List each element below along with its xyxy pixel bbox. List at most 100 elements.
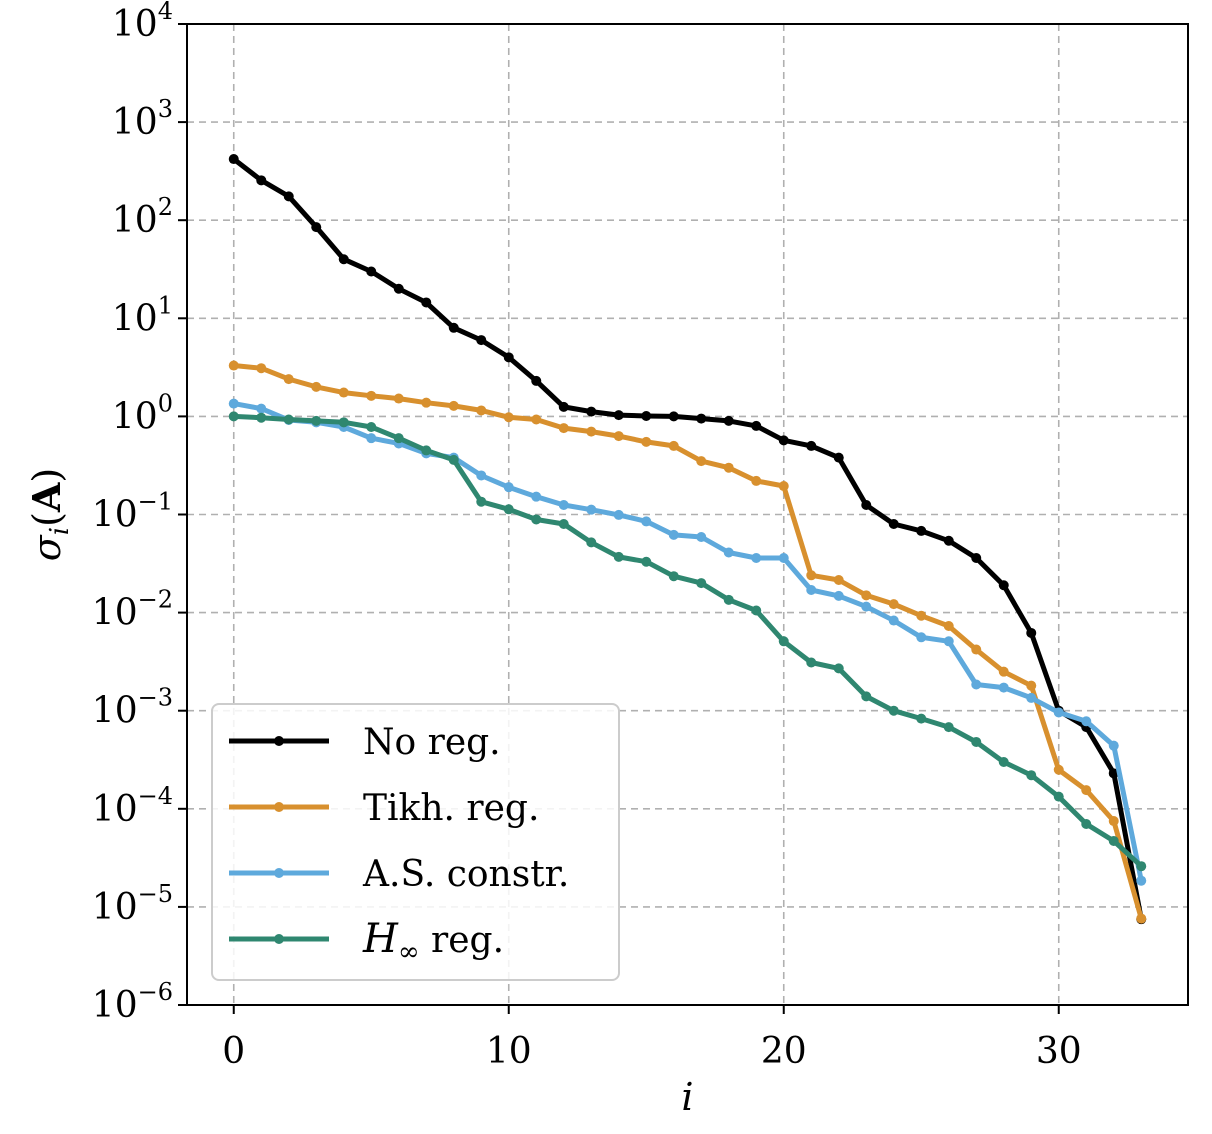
legend-label: A.S. constr. <box>362 854 569 895</box>
data-point <box>916 713 927 724</box>
data-point <box>641 516 652 527</box>
data-point <box>1081 716 1092 727</box>
data-point <box>888 615 899 626</box>
data-point <box>366 390 377 401</box>
data-point <box>696 531 707 542</box>
data-point <box>778 636 789 647</box>
data-point <box>1108 740 1119 751</box>
data-point <box>283 414 294 425</box>
data-point <box>393 393 404 404</box>
data-point <box>448 400 459 411</box>
series-line <box>233 413 1143 869</box>
data-point <box>861 499 872 510</box>
data-point <box>641 556 652 567</box>
y-tick-label: 10−2 <box>92 586 173 634</box>
y-tick-label: 101 <box>112 291 173 339</box>
data-point <box>421 445 432 456</box>
data-point <box>998 666 1009 677</box>
data-point <box>613 551 624 562</box>
data-point <box>696 413 707 424</box>
data-point <box>668 529 679 540</box>
data-point <box>531 375 542 386</box>
data-point <box>1081 818 1092 829</box>
legend-label: No reg. <box>363 722 501 763</box>
legend-label: H∞ reg. <box>362 916 504 967</box>
data-point <box>641 436 652 447</box>
data-point <box>1026 692 1037 703</box>
series-lines <box>228 154 1147 925</box>
y-tick-label: 102 <box>112 193 173 241</box>
data-point <box>558 499 569 510</box>
data-point <box>751 605 762 616</box>
data-point <box>1108 768 1119 779</box>
data-point <box>751 420 762 431</box>
data-point <box>1053 791 1064 802</box>
data-point <box>723 462 734 473</box>
data-point <box>256 363 267 374</box>
legend-item: Tikh. reg. <box>229 788 539 829</box>
data-point <box>421 397 432 408</box>
y-axis-label: σi(A) <box>24 468 75 561</box>
series-line <box>233 363 1144 920</box>
data-point <box>833 574 844 585</box>
series-0 <box>228 154 1147 925</box>
data-point <box>338 387 349 398</box>
data-point <box>503 482 514 493</box>
data-point <box>503 352 514 363</box>
data-point <box>586 406 597 417</box>
data-point <box>338 417 349 428</box>
data-point <box>723 594 734 605</box>
data-point <box>668 440 679 451</box>
data-point <box>696 578 707 589</box>
data-point <box>696 456 707 467</box>
data-point <box>998 756 1009 767</box>
data-point <box>1026 770 1037 781</box>
data-point <box>586 426 597 437</box>
data-point <box>531 491 542 502</box>
series-line <box>232 157 1144 920</box>
data-point <box>998 682 1009 693</box>
data-point <box>1136 875 1147 886</box>
legend-item: No reg. <box>229 722 501 763</box>
data-point <box>448 322 459 333</box>
legend-item: A.S. constr. <box>229 854 569 895</box>
y-tick-label: 10−5 <box>92 880 173 928</box>
legend-label: Tikh. reg. <box>363 788 539 829</box>
data-point <box>806 440 817 451</box>
x-tick-label: 0 <box>222 1031 245 1072</box>
data-point <box>366 421 377 432</box>
legend-marker <box>274 934 284 944</box>
series-line <box>233 401 1144 882</box>
data-point <box>256 403 267 414</box>
legend: No reg. Tikh. reg. A.S. constr. H∞ reg. <box>211 703 620 981</box>
y-tick-label: 103 <box>112 95 173 143</box>
data-point <box>971 553 982 564</box>
data-point <box>833 452 844 463</box>
data-point <box>558 519 569 530</box>
data-point <box>311 222 322 233</box>
legend-marker <box>274 736 284 746</box>
data-point <box>311 415 322 426</box>
data-point <box>1108 816 1119 827</box>
data-point <box>751 553 762 564</box>
data-point <box>861 601 872 612</box>
data-point <box>641 410 652 421</box>
legend-item: H∞ reg. <box>229 916 504 967</box>
data-point <box>861 590 872 601</box>
data-point <box>283 374 294 385</box>
data-point <box>586 504 597 515</box>
data-point <box>531 414 542 425</box>
data-point <box>531 514 542 525</box>
x-tick-label: 30 <box>1036 1031 1082 1072</box>
data-point <box>1136 913 1147 924</box>
data-point <box>723 415 734 426</box>
data-point <box>613 431 624 442</box>
data-point <box>338 254 349 265</box>
data-point <box>256 412 267 423</box>
data-point <box>723 547 734 558</box>
data-point <box>311 381 322 392</box>
data-point <box>668 411 679 422</box>
data-point <box>448 454 459 465</box>
data-point <box>751 475 762 486</box>
